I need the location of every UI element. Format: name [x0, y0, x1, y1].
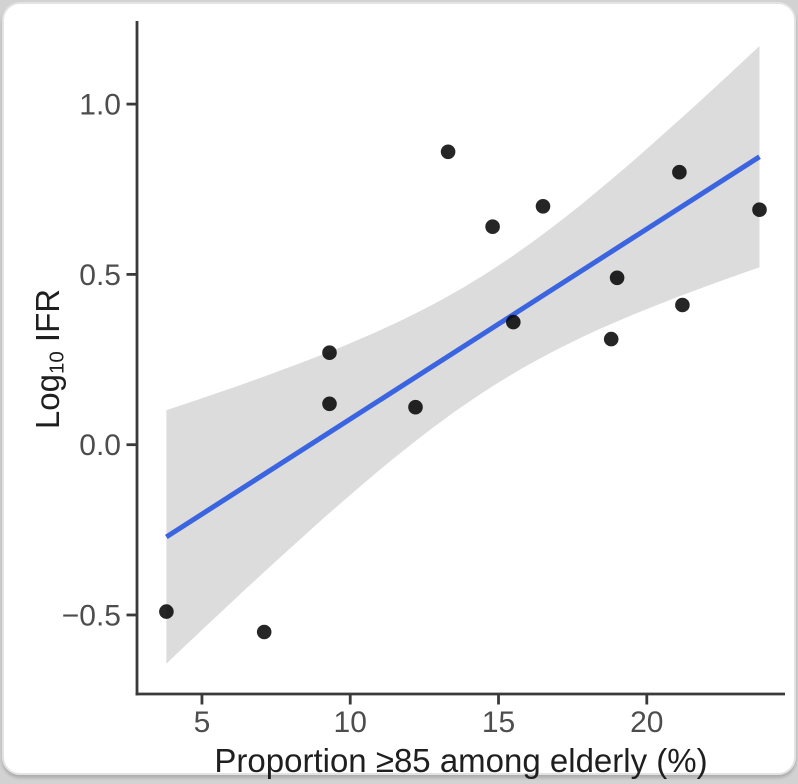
confidence-band [166, 46, 760, 664]
regression-line [165, 154, 761, 540]
data-point [256, 624, 272, 640]
data-point [675, 297, 690, 313]
data-point [752, 202, 767, 217]
data-point [485, 219, 500, 234]
data-point [609, 270, 625, 286]
x-tick-label: 15 [482, 706, 515, 739]
y-tick-label: −0.5 [62, 599, 121, 632]
y-axis-title-suffix: IFR [29, 288, 66, 352]
y-axis-title: Log10 IFR [29, 23, 69, 695]
data-point [535, 199, 551, 214]
data-point [603, 331, 619, 347]
y-tick-label: 1.0 [79, 89, 121, 122]
x-tick-label: 20 [630, 706, 663, 739]
y-tick-label: 0.0 [79, 429, 121, 462]
y-tick-label: 0.5 [79, 259, 121, 292]
y-axis-title-text: Log [29, 374, 66, 430]
data-point [322, 345, 337, 361]
data-point [672, 164, 687, 180]
x-tick-label: 10 [334, 706, 367, 739]
y-axis-title-subscript: 10 [45, 351, 69, 374]
data-point [159, 604, 174, 619]
data-point [506, 314, 521, 330]
data-point [408, 399, 423, 415]
x-axis-title: Proportion ≥85 among elderly (%) [214, 742, 708, 779]
x-tick-label: 5 [194, 706, 211, 739]
data-point [322, 396, 337, 412]
plot-layers: 1.0 0.5 0.0 −0.5 5 10 15 20 [62, 21, 785, 739]
data-point [440, 144, 456, 160]
